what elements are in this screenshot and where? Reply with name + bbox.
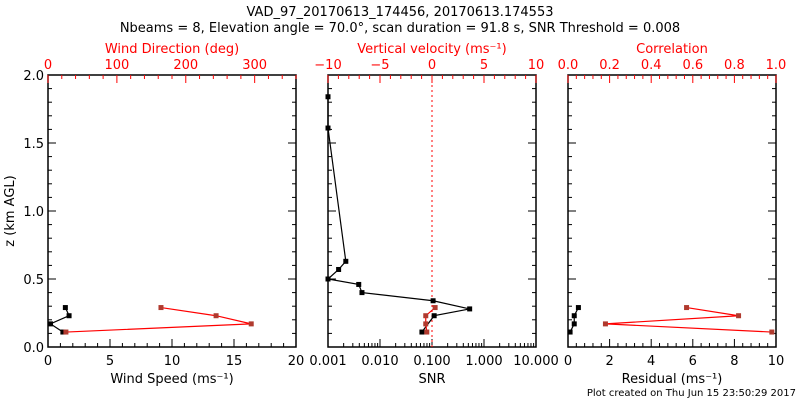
data-point	[432, 305, 438, 311]
data-point	[158, 305, 164, 311]
top-x-tick-label: 10	[528, 58, 545, 73]
x-tick-label: 15	[226, 354, 243, 369]
top-x-tick-label: 300	[242, 58, 267, 73]
y-tick-label: 1.0	[23, 205, 44, 220]
x-tick-label: 8	[730, 354, 738, 369]
data-point	[602, 321, 608, 327]
data-point	[736, 313, 742, 319]
panel-1: 0.0 0.5 1.0 1.5 2.0 z (km AGL) 0 5 10 15 20 Wind Sp…	[3, 42, 304, 387]
data-point	[419, 329, 425, 335]
x-tick-label: 10.000	[513, 354, 559, 369]
x-tick-label: 20	[288, 354, 305, 369]
data-point	[359, 290, 365, 296]
top-x-tick-label: 0.4	[641, 58, 662, 73]
data-point	[356, 281, 362, 287]
data-point	[424, 329, 430, 335]
data-point	[62, 305, 68, 311]
x-tick-label: 5	[106, 354, 114, 369]
x-tick-label: 0.010	[361, 354, 398, 369]
x-tick-label: 6	[689, 354, 697, 369]
top-x-tick-label: 0.6	[682, 58, 703, 73]
data-point	[325, 94, 331, 100]
x-axis-label: Wind Speed (ms⁻¹)	[110, 372, 233, 387]
data-point	[430, 298, 436, 304]
data-point	[66, 313, 72, 319]
data-point	[343, 258, 349, 264]
data-point	[325, 276, 331, 282]
data-point	[60, 329, 66, 335]
x-tick-label: 1.000	[465, 354, 502, 369]
data-point	[63, 329, 69, 335]
plot-frame	[567, 74, 777, 348]
series-line-wind-direction	[65, 306, 252, 333]
x-tick-label: 0	[44, 354, 52, 369]
x-tick-label: 2	[605, 354, 613, 369]
series-line-residual	[569, 307, 579, 333]
x-axis-label: SNR	[418, 372, 445, 387]
y-tick-label: 0.0	[23, 341, 44, 356]
x-tick-label: 0.100	[413, 354, 450, 369]
x-tick-label: 0.001	[309, 354, 346, 369]
top-x-tick-label: 0.2	[599, 58, 620, 73]
y-tick-label: 0.5	[23, 273, 44, 288]
top-x-tick-label: 5	[480, 58, 488, 73]
top-x-tick-label: 200	[173, 58, 198, 73]
data-point	[423, 321, 429, 327]
data-point	[423, 313, 429, 319]
data-point	[325, 125, 331, 131]
title-line-1: VAD_97_20170613_174456, 20170613.174553	[247, 5, 554, 20]
data-point	[431, 313, 437, 319]
series-line-correlation	[605, 306, 772, 333]
y-axis-label: z (km AGL)	[3, 175, 18, 246]
x-tick-label: 0	[564, 354, 572, 369]
x-tick-label: 4	[647, 354, 655, 369]
data-point	[571, 321, 577, 327]
x-tick-label: 10	[164, 354, 181, 369]
x-tick-label: 10	[768, 354, 785, 369]
top-x-axis-label: Vertical velocity (ms⁻¹)	[357, 42, 506, 57]
panel-2: 0.001 0.010 0.100 1.000 10.000 SNR −10 −5 0 5 10 Ve…	[309, 42, 558, 387]
data-point	[467, 306, 473, 312]
data-point	[769, 329, 775, 335]
top-x-axis-label: Correlation	[636, 42, 708, 57]
x-axis-label: Residual (ms⁻¹)	[622, 372, 723, 387]
plot-frame	[47, 74, 297, 348]
data-point	[248, 321, 254, 327]
top-x-tick-label: −5	[370, 58, 389, 73]
data-point	[213, 313, 219, 319]
y-tick-label: 2.0	[23, 69, 44, 84]
top-x-tick-label: 1.0	[766, 58, 787, 73]
data-point	[684, 305, 690, 311]
series-line-vertical-velocity	[425, 307, 436, 333]
title-line-2: Nbeams = 8, Elevation angle = 70.0°, sca…	[120, 21, 680, 36]
data-point	[575, 305, 581, 311]
top-x-tick-label: −10	[314, 58, 341, 73]
panel-3: 0 2 4 6 8 10 Residual (ms⁻¹) 0.0 0.2 0.4 0.6 0.8 1.0…	[558, 42, 787, 387]
data-point	[571, 313, 577, 319]
data-point	[47, 321, 53, 327]
top-x-tick-label: 0	[428, 58, 436, 73]
top-x-axis-label: Wind Direction (deg)	[105, 42, 239, 57]
top-x-tick-label: 0	[44, 58, 52, 73]
y-tick-label: 1.5	[23, 137, 44, 152]
footer-timestamp: Plot created on Thu Jun 15 23:50:29 2017	[587, 388, 796, 399]
data-point	[567, 329, 573, 335]
series-line-wind-speed	[49, 307, 70, 333]
top-x-tick-label: 0.8	[724, 58, 745, 73]
data-point	[336, 266, 342, 272]
series-line-snr	[326, 96, 470, 333]
top-x-tick-label: 0.0	[558, 58, 579, 73]
top-x-tick-label: 100	[104, 58, 129, 73]
